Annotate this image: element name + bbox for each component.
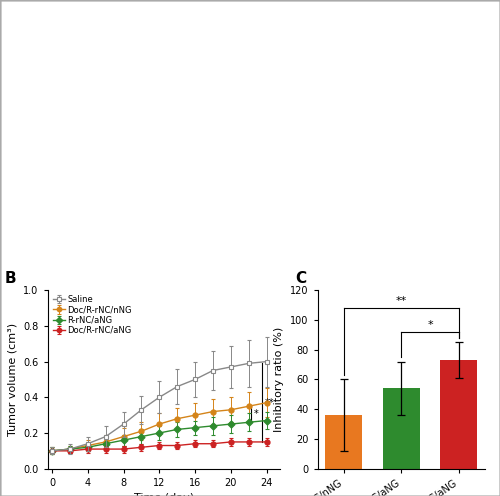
Text: *: * xyxy=(254,409,259,419)
Y-axis label: Inhibitory ratio (%): Inhibitory ratio (%) xyxy=(274,327,284,432)
Text: **: ** xyxy=(265,398,274,408)
Bar xyxy=(382,388,420,469)
Text: C: C xyxy=(295,271,306,286)
Bar xyxy=(440,360,478,469)
Legend: Saline, Doc/R-rNC/nNG, R-rNC/aNG, Doc/R-rNC/aNG: Saline, Doc/R-rNC/nNG, R-rNC/aNG, Doc/R-… xyxy=(52,294,133,336)
Bar xyxy=(325,415,362,469)
Text: B: B xyxy=(5,271,16,286)
Text: *: * xyxy=(427,319,433,330)
X-axis label: Time (day): Time (day) xyxy=(134,494,194,496)
Text: **: ** xyxy=(396,296,407,306)
Y-axis label: Tumor volume (cm³): Tumor volume (cm³) xyxy=(8,323,18,436)
